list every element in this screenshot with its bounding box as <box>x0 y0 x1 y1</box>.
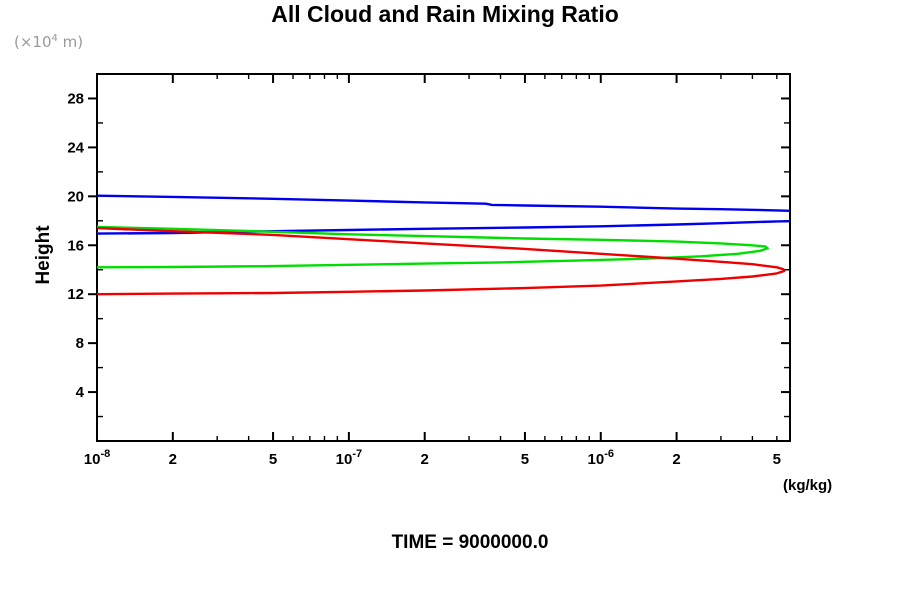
x-tick-label: 5 <box>521 451 529 468</box>
series-green-profile <box>97 225 769 269</box>
y-tick-label: 12 <box>67 286 84 303</box>
y-axis-unit-label: (×104 m) <box>14 33 83 51</box>
y-tick-label: 24 <box>67 139 84 156</box>
x-tick-label: 2 <box>672 451 680 468</box>
x-tick-label: 2 <box>169 451 177 468</box>
x-tick-label: 5 <box>773 451 781 468</box>
chart-title: All Cloud and Rain Mixing Ratio <box>271 1 619 27</box>
x-tick-label: 10-6 <box>588 448 614 468</box>
y-unit-suffix: m) <box>57 33 84 51</box>
series-red-profile <box>97 226 786 296</box>
x-tick-label: 5 <box>269 451 277 468</box>
plot-frame <box>96 73 791 442</box>
y-unit-exponent: 4 <box>51 33 58 44</box>
time-caption: TIME = 9000000.0 <box>391 532 549 553</box>
y-tick-label: 4 <box>76 384 85 401</box>
x-tick-label: 2 <box>421 451 429 468</box>
y-tick-label: 8 <box>76 335 84 352</box>
y-tick-label: 16 <box>67 237 84 254</box>
y-tick-label: 28 <box>67 90 84 107</box>
y-unit-prefix: (×10 <box>14 33 52 51</box>
x-tick-label: 10-8 <box>84 448 110 468</box>
x-tick-label: 10-7 <box>336 448 362 468</box>
y-tick-label: 20 <box>67 188 84 205</box>
x-axis-unit-label: (kg/kg) <box>783 477 833 494</box>
series-blue-profile <box>97 194 790 235</box>
